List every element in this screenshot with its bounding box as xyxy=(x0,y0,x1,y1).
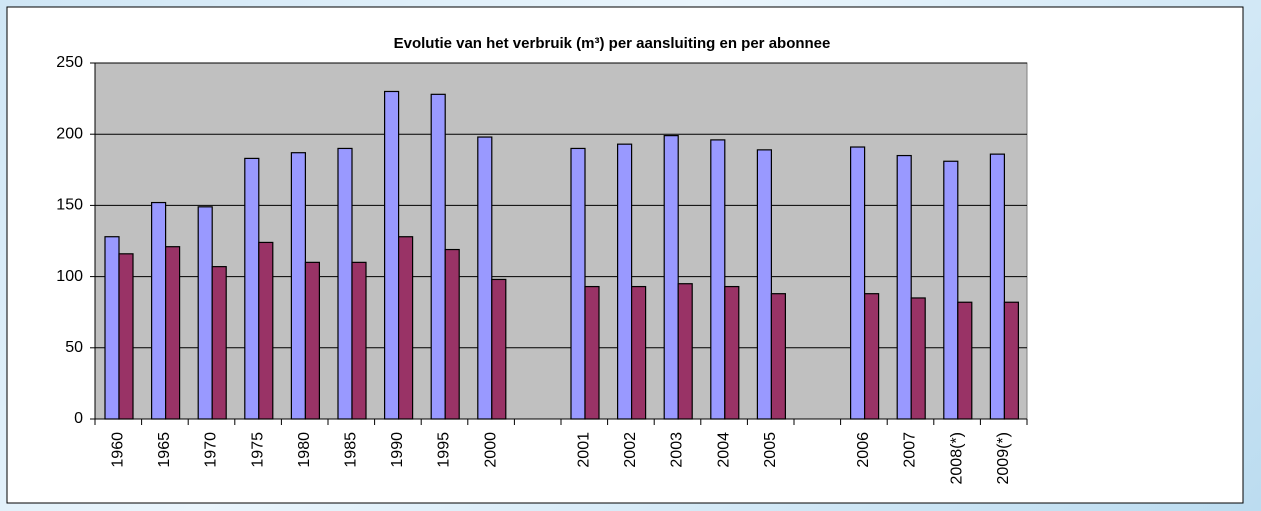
bar xyxy=(584,285,600,420)
bar xyxy=(477,136,493,420)
bar xyxy=(118,253,134,420)
y-tick-label: 0 xyxy=(74,410,83,427)
bar xyxy=(304,261,320,420)
x-tick-label: 1985 xyxy=(343,432,360,468)
bar xyxy=(616,143,633,420)
x-tick-label: 2003 xyxy=(669,432,686,468)
x-tick-label: 1995 xyxy=(436,432,453,468)
bar xyxy=(244,157,260,420)
bar xyxy=(896,154,912,420)
y-tick-label: 150 xyxy=(56,197,83,214)
x-tick-label: 2004 xyxy=(715,432,732,468)
plot-area xyxy=(94,62,1028,420)
x-tick-label: 2002 xyxy=(622,432,639,468)
bar xyxy=(663,135,679,420)
x-tick-label: 1965 xyxy=(156,432,173,468)
bar xyxy=(444,248,460,420)
x-tick-label: 1975 xyxy=(249,432,266,468)
bar xyxy=(398,236,414,420)
bar xyxy=(491,278,507,420)
bar xyxy=(290,152,306,420)
x-tick-label: 2006 xyxy=(855,432,872,468)
bar xyxy=(630,285,647,420)
y-tick-label: 250 xyxy=(56,54,83,71)
bar xyxy=(989,153,1006,420)
y-tick-label: 200 xyxy=(56,125,83,142)
x-tick-label: 1990 xyxy=(389,432,406,468)
bar xyxy=(943,160,959,420)
bar xyxy=(910,297,926,420)
bar xyxy=(770,293,787,420)
bar xyxy=(430,93,446,420)
bar xyxy=(211,266,227,420)
bar xyxy=(104,236,120,420)
y-tick-label: 50 xyxy=(65,339,83,356)
y-tick-label: 100 xyxy=(56,268,83,285)
x-tick-label: 1960 xyxy=(110,432,127,468)
bar xyxy=(724,285,740,420)
x-tick-label: 2007 xyxy=(902,432,919,468)
bar xyxy=(677,283,693,420)
chart-title: Evolutie van het verbruik (m³) per aansl… xyxy=(394,35,831,52)
bar xyxy=(258,241,274,420)
bar xyxy=(1003,301,1020,420)
x-tick-label: 2005 xyxy=(762,432,779,468)
bar xyxy=(710,139,726,420)
bar xyxy=(337,147,353,420)
bar xyxy=(849,146,866,420)
bar xyxy=(384,90,400,420)
bar xyxy=(351,261,367,420)
bar xyxy=(756,149,773,420)
x-tick-label: 1980 xyxy=(296,432,313,468)
bar xyxy=(863,293,880,420)
bar xyxy=(165,246,181,420)
x-tick-label: 2008(*) xyxy=(948,432,965,484)
bar xyxy=(197,206,213,420)
x-tick-label: 2000 xyxy=(482,432,499,468)
bar xyxy=(957,301,973,420)
x-tick-label: 2001 xyxy=(576,432,593,468)
x-tick-label: 1970 xyxy=(203,432,220,468)
x-tick-label: 2009(*) xyxy=(995,432,1012,484)
bar xyxy=(570,147,586,420)
bar xyxy=(151,201,167,420)
